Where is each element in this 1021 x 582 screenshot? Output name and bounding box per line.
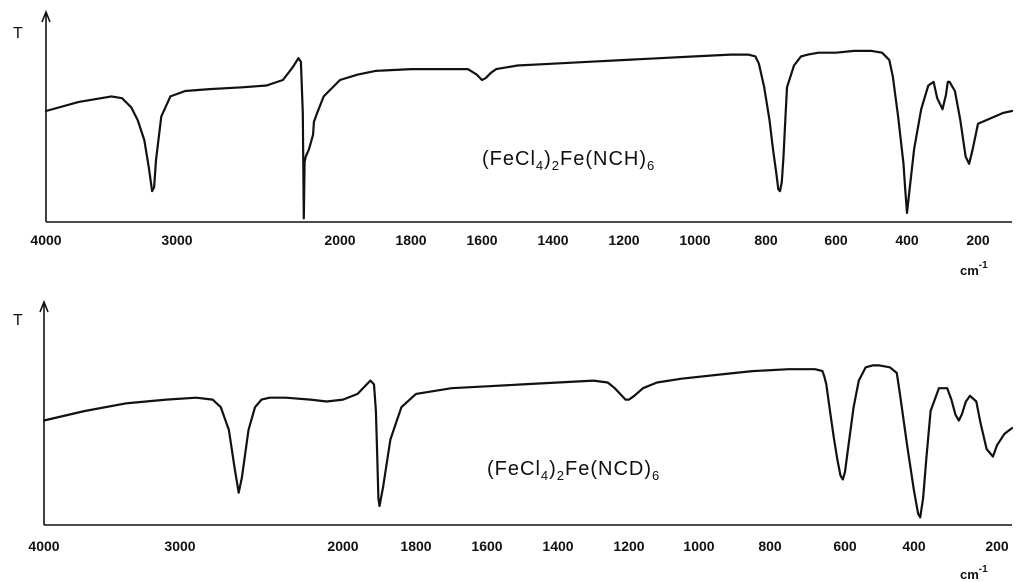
x-tick-label: 1400 xyxy=(537,232,568,248)
x-tick-label: 4000 xyxy=(28,538,59,554)
x-tick-label: 400 xyxy=(902,538,926,554)
x-tick-label: 1200 xyxy=(608,232,639,248)
x-tick-label: 2000 xyxy=(324,232,355,248)
y-axis-label: T xyxy=(13,25,23,42)
x-tick-label: 1800 xyxy=(400,538,431,554)
x-tick-label: 1600 xyxy=(471,538,502,554)
x-tick-label: 1000 xyxy=(679,232,710,248)
x-tick-label: 1800 xyxy=(395,232,426,248)
x-tick-label: 600 xyxy=(833,538,857,554)
x-tick-label: 600 xyxy=(824,232,848,248)
x-tick-label: 3000 xyxy=(164,538,195,554)
spectrum-trace xyxy=(42,364,1014,519)
x-tick-label: 400 xyxy=(895,232,919,248)
x-tick-label: 200 xyxy=(966,232,990,248)
x-tick-label: 800 xyxy=(758,538,782,554)
spectrum-panel-2: T 4000 3000 2000 1800 1600 1400 1200 1000 800 600 4… xyxy=(13,299,1014,582)
spectrum-trace xyxy=(44,49,1014,220)
x-tick-label: 800 xyxy=(754,232,778,248)
x-tick-label: 4000 xyxy=(30,232,61,248)
compound-label: (FeCl4)2Fe(NCD)6 xyxy=(487,458,660,483)
x-axis-unit-label: cm-1 xyxy=(960,260,988,278)
x-tick-label: 1200 xyxy=(613,538,644,554)
x-tick-label: 200 xyxy=(985,538,1009,554)
spectrum-panel-1: T 4000 3000 2000 1800 1600 1400 1200 1000 800 600 4… xyxy=(13,9,1014,278)
x-tick-label: 1000 xyxy=(683,538,714,554)
x-tick-label: 2000 xyxy=(327,538,358,554)
compound-label: (FeCl4)2Fe(NCH)6 xyxy=(482,148,655,173)
x-axis-unit-label: cm-1 xyxy=(960,564,988,582)
y-axis-arrow-icon xyxy=(39,299,49,313)
y-axis-label: T xyxy=(13,312,23,329)
x-tick-label: 3000 xyxy=(161,232,192,248)
x-tick-label: 1600 xyxy=(466,232,497,248)
x-tick-label: 1400 xyxy=(542,538,573,554)
y-axis-arrow-icon xyxy=(41,9,51,23)
